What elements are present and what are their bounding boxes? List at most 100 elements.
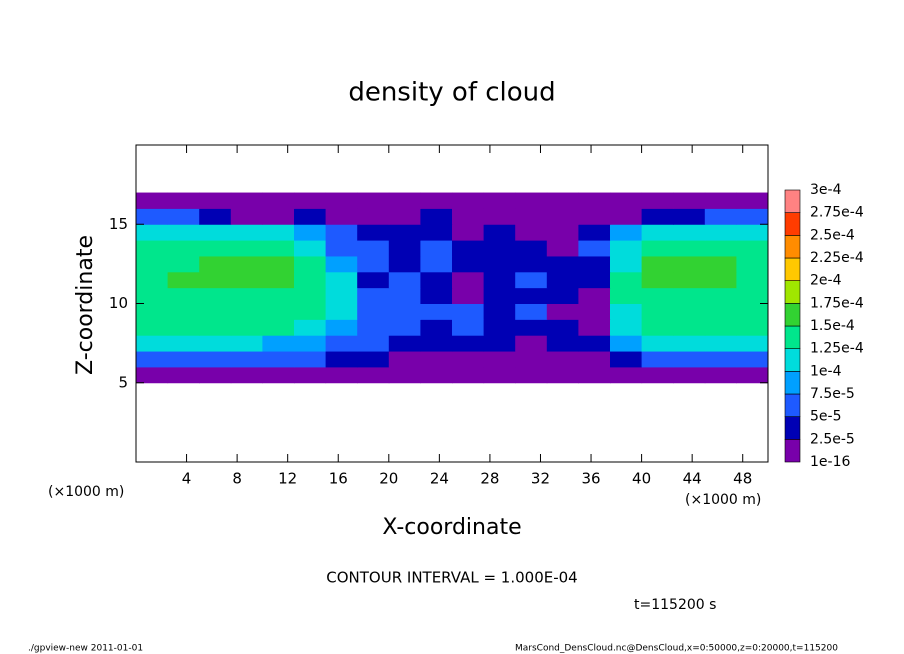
cell [357,287,390,304]
cell [262,303,295,320]
cell [294,351,327,368]
cell [357,255,390,273]
cell [325,240,358,257]
cell [262,287,295,304]
chart-title: density of cloud [348,78,555,108]
cell [736,351,769,368]
cell [262,271,295,289]
cell [546,351,579,368]
cell [199,208,232,225]
cell [357,208,390,225]
colorbar-box [784,303,801,327]
cell [610,192,643,209]
x-tick-label: 12 [278,470,297,488]
cell [452,192,485,209]
cell [294,366,327,384]
cell [167,303,200,320]
cell [704,303,737,320]
cell [294,224,327,241]
cell [199,319,232,336]
colorbar-label: 1e-16 [810,454,850,470]
x-tick-label: 8 [232,470,242,488]
cell [736,192,769,209]
cell [483,287,516,304]
cell [262,335,295,352]
cell [294,208,327,225]
cell [357,335,390,352]
cell [704,335,737,352]
cell [578,224,611,241]
colorbar-label: 2e-4 [810,273,842,289]
x-tick-label: 20 [379,470,398,488]
cell [294,287,327,304]
time-label: t=115200 s [634,597,716,613]
cell [136,303,169,320]
colorbar-box [784,348,801,372]
cell [262,208,295,225]
cell [515,366,548,384]
cell [515,192,548,209]
cell [673,287,706,304]
cell [325,208,358,225]
cell [230,366,263,384]
x-tick-label: 48 [733,470,752,488]
colorbar-label: 1.5e-4 [810,318,855,334]
cell [673,351,706,368]
colorbar-label: 1.25e-4 [810,341,864,357]
cell [199,351,232,368]
cell [704,208,737,225]
cell [420,303,453,320]
cell [736,303,769,320]
cell [199,287,232,304]
x-unit: (×1000 m) [685,492,761,508]
y-unit: (×1000 m) [48,484,124,500]
cell [515,208,548,225]
cell [199,240,232,257]
cell [673,224,706,241]
cell [325,303,358,320]
cell [199,271,232,289]
colorbar-box [784,212,801,236]
cell [420,224,453,241]
cell [515,287,548,304]
cell [546,303,579,320]
cell [704,287,737,304]
cell [262,240,295,257]
cell [167,319,200,336]
cell [610,271,643,289]
cell [136,240,169,257]
cell [357,240,390,257]
cell [546,192,579,209]
cell [294,271,327,289]
cell [673,255,706,273]
cell [578,192,611,209]
cell [388,335,421,352]
cell [230,303,263,320]
y-tick-label: 10 [109,294,128,312]
cell [578,351,611,368]
cell [388,271,421,289]
cell [641,192,674,209]
cell [641,271,674,289]
cell [325,319,358,336]
x-tick-label: 32 [531,470,550,488]
cell [294,319,327,336]
cell [610,303,643,320]
cell [199,303,232,320]
cell [673,271,706,289]
cell [483,366,516,384]
cell [420,240,453,257]
cell [420,208,453,225]
cell [388,351,421,368]
cell [388,255,421,273]
cell [136,192,169,209]
colorbar-label: 7.5e-5 [810,386,855,402]
cell [136,208,169,225]
cell [673,240,706,257]
cell [515,271,548,289]
cell [452,335,485,352]
cell [673,208,706,225]
cell [325,335,358,352]
colorbar-label: 1e-4 [810,363,842,379]
